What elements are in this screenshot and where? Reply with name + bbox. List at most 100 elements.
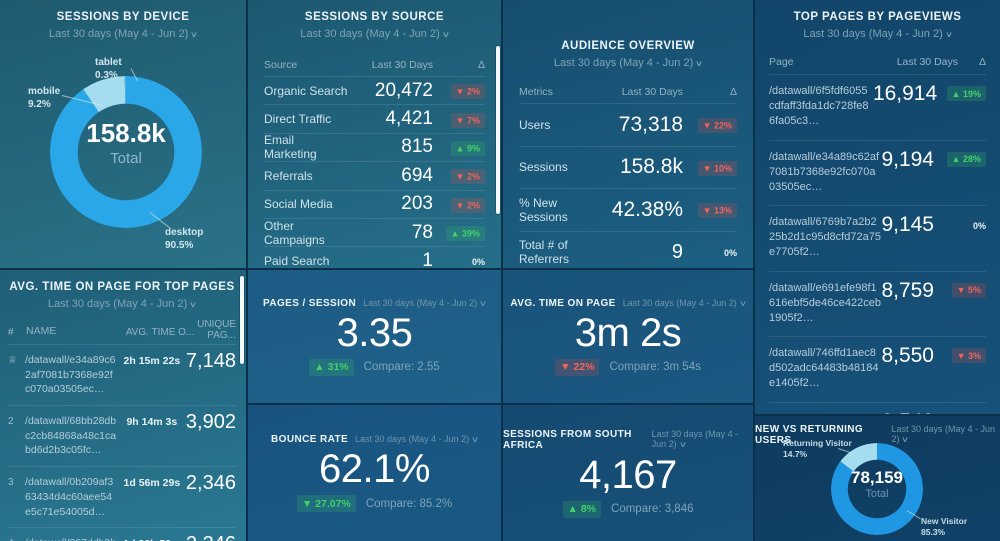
donut-center-total: 158.8k Total (86, 118, 166, 167)
page-link[interactable]: /datawall/746ffd1aec8d502adc64483b48184e… (769, 347, 879, 390)
col-source: Source (264, 59, 298, 71)
table-row: % New Sessions 42.38% ▼ 13% (519, 188, 737, 231)
slice-label-mobile: mobile 9.2% (28, 86, 61, 110)
panel-title: AVG. TIME ON PAGE FOR TOP PAGES (9, 281, 235, 293)
panel-bounce-rate: BOUNCE RATE Last 30 days (May 4 - Jun 2)… (248, 405, 501, 541)
delta-badge: ▼ 7% (450, 112, 485, 128)
chevron-down-icon: ∨ (678, 439, 687, 449)
table-row: /datawall/746ffd1aec8d502adc64483b48184e… (769, 336, 986, 402)
kpi-value: 3.35 (336, 310, 413, 355)
delta-badge: 0% (471, 257, 485, 268)
col-delta: Δ (729, 86, 737, 98)
panel-sessions-from-south-africa: SESSIONS FROM SOUTH AFRICA Last 30 days … (503, 405, 753, 541)
date-range-selector[interactable]: Last 30 days (May 4 - Jun 2) ∨ (48, 28, 199, 40)
delta-badge: ▼ 3% (951, 348, 986, 364)
table-row: /datawall/e691efe98f1616ebf5de46ce422ceb… (769, 270, 986, 337)
page-link[interactable]: /datawall/e691efe98f1616ebf5de46ce422ceb… (769, 281, 881, 324)
delta-badge: ▲ 8% (562, 500, 602, 518)
table-row: Users 73,318 ▼ 22% (519, 103, 737, 146)
col-period: Last 30 Days (371, 59, 433, 71)
slice-label-new: New Visitor 85.3% (921, 516, 968, 538)
panel-new-vs-returning-users: NEW VS RETURNING USERS Last 30 days (May… (755, 416, 1000, 541)
rank-number: 2 (8, 416, 14, 428)
table-row: Email Marketing 815 ▲ 9% (264, 132, 485, 161)
date-range-selector[interactable]: Last 30 days (May 4 - Jun 2) ∨ (803, 28, 953, 40)
table-header: # NAME AVG. TIME O... UNIQUE PAG... (8, 318, 236, 344)
table-header: Page Last 30 Days Δ (769, 50, 986, 74)
col-period: Last 30 Days (896, 56, 958, 68)
panel-audience-overview: AUDIENCE OVERVIEW Last 30 days (May 4 - … (503, 0, 753, 268)
date-range-selector[interactable]: Last 30 days (May 4 - Jun 2) ∨ (300, 28, 450, 40)
delta-badge: ▼ 10% (697, 160, 737, 176)
kpi-value: 3m 2s (574, 310, 682, 355)
chevron-down-icon: ∨ (441, 30, 450, 39)
table-row: Direct Traffic 4,421 ▼ 7% (264, 104, 485, 132)
table-row: 3 /datawall/0b209af363434d4c60aee54e5c71… (8, 466, 236, 527)
table-row: /datawall/6f5fdf6055cdfaff3fda1dc728fe86… (769, 74, 986, 140)
page-link[interactable]: /datawall/6769b7a2b225b2d1c95d8cfd72a75e… (769, 216, 881, 259)
col-avg-time: AVG. TIME O... (125, 326, 195, 338)
panel-sessions-by-source: SESSIONS BY SOURCE Last 30 days (May 4 -… (248, 0, 501, 268)
vertical-scrollbar[interactable] (496, 46, 500, 214)
col-page: Page (769, 56, 794, 68)
date-range-selector[interactable]: Last 30 days (May 4 - Jun 2) ∨ (622, 297, 747, 308)
delta-badge: ▲ 31% (309, 358, 354, 376)
col-delta: Δ (477, 59, 485, 71)
page-link[interactable]: /datawall/e34a89c62af7081b7368e92fc070a0… (769, 150, 880, 193)
table-row: 2 /datawall/68bb28dbc2cb84868a48c1cabd6d… (8, 405, 236, 466)
panel-avg-time-on-page-table: AVG. TIME ON PAGE FOR TOP PAGES Last 30 … (0, 270, 246, 541)
date-range-selector[interactable]: Last 30 days (May 4 - Jun 2) ∨ (553, 57, 704, 69)
panel-avg-time-on-page: AVG. TIME ON PAGE Last 30 days (May 4 - … (503, 270, 753, 403)
rank-number: 4 (8, 536, 25, 541)
table-row: Other Campaigns 78 ▲ 39% (264, 217, 485, 247)
panel-title: SESSIONS BY DEVICE (56, 11, 190, 23)
page-link[interactable]: /datawall/5d3b66 (769, 412, 881, 414)
page-link[interactable]: /datawall/367ddb9bc571cc4bcdd1b5047ddd43… (25, 536, 118, 541)
col-unique-pageviews: UNIQUE PAG... (197, 318, 236, 341)
compare-value: Compare: 3m 54s (609, 361, 701, 373)
slice-label-tablet: tablet 0.3% (95, 57, 122, 81)
page-link[interactable]: /datawall/68bb28dbc2cb84868a48c1cabd6d2b… (25, 415, 117, 457)
table-header: Metrics Last 30 Days Δ (519, 81, 737, 103)
delta-badge: ▼ 2% (450, 169, 485, 185)
table-row: Total # of Referrers 9 0% (519, 230, 737, 269)
delta-badge: ▼ 5% (951, 282, 986, 298)
kpi-value: 4,167 (579, 452, 677, 497)
table-row: Referrals 694 ▼ 2% (264, 161, 485, 189)
slice-label-desktop: desktop 90.5% (165, 227, 204, 251)
kpi-title: AVG. TIME ON PAGE (510, 297, 616, 309)
chevron-down-icon: ∨ (901, 435, 910, 444)
kpi-value: 62.1% (319, 447, 430, 491)
table-row: /datawall/e34a89c62af7081b7368e92fc070a0… (769, 139, 986, 206)
page-link[interactable]: /datawall/e34a89c62af7081b7368e92fc070a0… (25, 354, 116, 396)
col-period: Last 30 Days (621, 86, 683, 98)
chevron-down-icon: ∨ (944, 30, 953, 39)
new-returning-donut-chart (831, 443, 923, 535)
date-range-selector[interactable]: Last 30 days (May 4 - Jun 2) ∨ (651, 428, 739, 449)
table-row: /datawall/6769b7a2b225b2d1c95d8cfd72a75e… (769, 205, 986, 271)
date-range-selector[interactable]: Last 30 days (May 4 - Jun 2) ∨ (363, 297, 488, 308)
delta-badge: ▲ 28% (946, 151, 986, 167)
compare-value: Compare: 85.2% (365, 497, 453, 510)
table-row: /datawall/5d3b66 8.540 ▼ 8% (769, 401, 986, 414)
panel-title: NEW VS RETURNING USERS (755, 424, 864, 446)
table-row: ♕ /datawall/e34a89c62af7081b7368e92fc070… (8, 344, 236, 405)
panel-title: TOP PAGES BY PAGEVIEWS (793, 11, 962, 23)
col-rank: # (8, 326, 14, 338)
compare-value: Compare: 3,846 (611, 503, 694, 515)
table-row: Sessions 158.8k ▼ 10% (519, 145, 737, 189)
delta-badge: ▼ 2% (450, 84, 485, 100)
kpi-title: SESSIONS FROM SOUTH AFRICA (503, 428, 632, 451)
chevron-down-icon: ∨ (738, 298, 747, 308)
date-range-selector[interactable]: Last 30 days (May 4 - Jun 2) ∨ (891, 424, 995, 444)
col-metrics: Metrics (519, 86, 553, 98)
rank-number: 3 (8, 477, 14, 489)
date-range-selector[interactable]: Last 30 days (May 4 - Jun 2) ∨ (355, 434, 480, 444)
date-range-selector[interactable]: Last 30 days (May 4 - Jun 2) ∨ (47, 298, 198, 310)
delta-badge: ▼ 13% (697, 203, 737, 219)
chevron-down-icon: ∨ (470, 435, 480, 444)
page-link[interactable]: /datawall/6f5fdf6055cdfaff3fda1dc728fe86… (769, 85, 869, 128)
vertical-scrollbar[interactable] (240, 276, 244, 364)
donut-center-total: 78,159 Total (851, 468, 903, 500)
page-link[interactable]: /datawall/0b209af363434d4c60aee54e5c71e5… (25, 476, 114, 518)
